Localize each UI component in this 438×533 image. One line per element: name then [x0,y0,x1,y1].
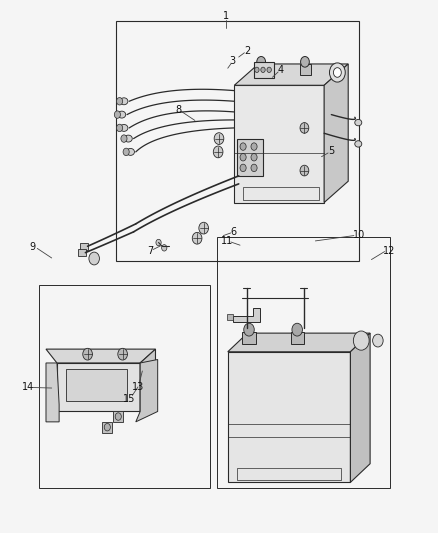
Bar [78,249,86,256]
Circle shape [300,165,309,176]
Circle shape [117,98,123,105]
Text: 1: 1 [223,11,229,21]
Circle shape [333,68,341,77]
Circle shape [121,135,127,142]
Bar [254,62,274,78]
Polygon shape [234,64,348,85]
Text: 14: 14 [21,383,34,392]
Circle shape [240,143,246,150]
Circle shape [255,67,259,72]
Polygon shape [136,359,158,422]
Polygon shape [46,363,59,422]
Bar [113,411,123,422]
Circle shape [114,111,120,118]
Text: 3: 3 [229,56,235,66]
Bar [237,468,341,480]
Text: 12: 12 [383,246,395,255]
Circle shape [267,67,271,72]
Circle shape [373,334,383,347]
Polygon shape [234,85,324,203]
Ellipse shape [355,119,362,126]
Text: 2: 2 [244,46,251,55]
Polygon shape [350,333,370,482]
Circle shape [123,148,129,156]
Circle shape [353,331,369,350]
Circle shape [213,146,223,158]
Text: 5: 5 [328,147,334,156]
Text: 6: 6 [230,227,237,237]
Circle shape [329,63,345,82]
Polygon shape [233,308,260,322]
Text: 7: 7 [147,246,153,256]
Circle shape [251,154,257,161]
Bar [39,285,210,488]
Polygon shape [140,349,155,411]
Ellipse shape [127,149,134,156]
Bar [217,237,390,488]
Circle shape [292,323,302,336]
Circle shape [300,56,309,67]
Bar [116,21,359,261]
Circle shape [83,349,92,360]
Polygon shape [228,352,350,482]
Text: 9: 9 [29,243,35,252]
Circle shape [117,124,123,132]
Bar [291,332,304,343]
Bar [237,139,263,176]
Circle shape [300,123,309,133]
Circle shape [115,413,121,420]
Bar [102,422,112,433]
Circle shape [104,423,110,431]
Text: 8: 8 [175,105,181,115]
Circle shape [240,164,246,172]
Polygon shape [66,368,127,401]
Text: 15: 15 [123,394,135,403]
Polygon shape [228,333,370,352]
Bar [227,314,233,320]
Ellipse shape [355,141,362,147]
Circle shape [199,222,208,234]
Circle shape [244,323,254,336]
Polygon shape [46,349,155,363]
Ellipse shape [120,125,128,132]
Circle shape [251,164,257,172]
Bar [243,332,256,343]
Circle shape [118,349,127,360]
Circle shape [240,154,246,161]
Text: 10: 10 [353,230,365,239]
Bar [80,243,88,250]
Circle shape [214,133,224,144]
Polygon shape [324,64,348,203]
Circle shape [156,239,161,246]
Bar [243,187,319,200]
Ellipse shape [120,98,128,104]
Circle shape [89,252,99,265]
Polygon shape [57,363,140,411]
Ellipse shape [118,111,126,118]
Text: 4: 4 [277,65,283,75]
Bar [300,64,311,75]
Circle shape [261,67,265,72]
Circle shape [192,232,202,244]
Text: 13: 13 [132,382,144,392]
Text: 11: 11 [221,236,233,246]
Circle shape [251,143,257,150]
Ellipse shape [124,135,132,142]
Circle shape [257,56,265,67]
Bar [256,64,267,75]
Circle shape [162,245,167,251]
